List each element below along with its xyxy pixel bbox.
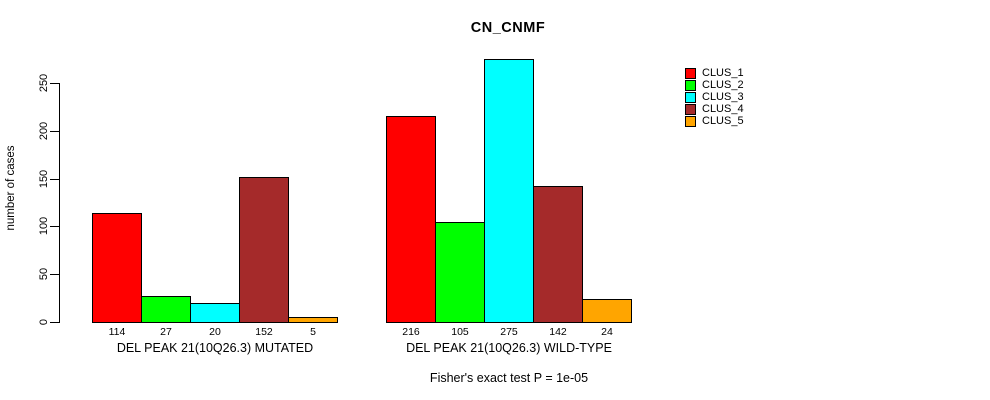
bar-clus_3-group2 xyxy=(484,59,534,323)
bar-value-label: 275 xyxy=(500,326,518,338)
y-axis-tick xyxy=(50,83,59,84)
legend-swatch-clus_1 xyxy=(685,67,696,79)
y-axis-tick xyxy=(50,131,59,132)
y-axis-tick-label: 150 xyxy=(38,169,50,189)
bar-clus_5-group1 xyxy=(288,317,338,323)
legend-label: CLUS_2 xyxy=(702,79,744,91)
fisher-test-caption: Fisher's exact test P = 1e-05 xyxy=(429,371,589,385)
bar-value-label: 20 xyxy=(209,326,221,338)
y-axis-tick xyxy=(50,226,59,227)
legend-item: CLUS_3 xyxy=(685,91,744,103)
legend-item: CLUS_4 xyxy=(685,103,744,115)
y-axis-tick-label: 100 xyxy=(38,216,50,236)
bar-clus_1-group1 xyxy=(92,213,142,323)
y-axis-tick-label: 200 xyxy=(38,121,50,141)
bar-value-label: 105 xyxy=(451,326,469,338)
legend-swatch-clus_5 xyxy=(685,115,696,127)
legend-label: CLUS_5 xyxy=(702,115,744,127)
x-axis-group-label: DEL PEAK 21(10Q26.3) WILD-TYPE xyxy=(406,341,612,355)
legend-item: CLUS_2 xyxy=(685,79,744,91)
legend-label: CLUS_3 xyxy=(702,91,744,103)
y-axis-line xyxy=(59,83,60,323)
bar-value-label: 24 xyxy=(601,326,613,338)
bar-clus_2-group2 xyxy=(435,222,485,323)
legend-item: CLUS_5 xyxy=(685,115,744,127)
y-axis-tick-label: 250 xyxy=(38,73,50,93)
y-axis-tick-label: 0 xyxy=(38,318,50,326)
legend-item: CLUS_1 xyxy=(685,67,744,79)
bar-value-label: 5 xyxy=(310,326,316,338)
x-axis-group-label: DEL PEAK 21(10Q26.3) MUTATED xyxy=(116,341,314,355)
legend-label: CLUS_1 xyxy=(702,67,744,79)
y-axis-tick-label: 50 xyxy=(38,267,50,281)
bar-value-label: 152 xyxy=(255,326,273,338)
bar-value-label: 114 xyxy=(108,326,126,338)
legend-label: CLUS_4 xyxy=(702,103,744,115)
legend-swatch-clus_2 xyxy=(685,79,696,91)
legend-swatch-clus_3 xyxy=(685,91,696,103)
chart-title: CN_CNMF xyxy=(470,20,546,36)
bar-clus_2-group1 xyxy=(141,296,191,323)
bar-clus_1-group2 xyxy=(386,116,436,323)
legend-swatch-clus_4 xyxy=(685,103,696,115)
bar-value-label: 27 xyxy=(160,326,172,338)
bar-clus_3-group1 xyxy=(190,303,240,323)
bar-clus_4-group1 xyxy=(239,177,289,323)
y-axis-tick xyxy=(50,322,59,323)
y-axis-tick xyxy=(50,179,59,180)
y-axis-title: number of cases xyxy=(5,145,17,231)
bar-value-label: 216 xyxy=(402,326,420,338)
legend: CLUS_1 CLUS_2 CLUS_3 CLUS_4 CLUS_5 xyxy=(685,67,744,127)
y-axis-tick xyxy=(50,274,59,275)
bar-value-label: 142 xyxy=(549,326,567,338)
bar-clus_5-group2 xyxy=(582,299,632,323)
bar-clus_4-group2 xyxy=(533,186,583,323)
